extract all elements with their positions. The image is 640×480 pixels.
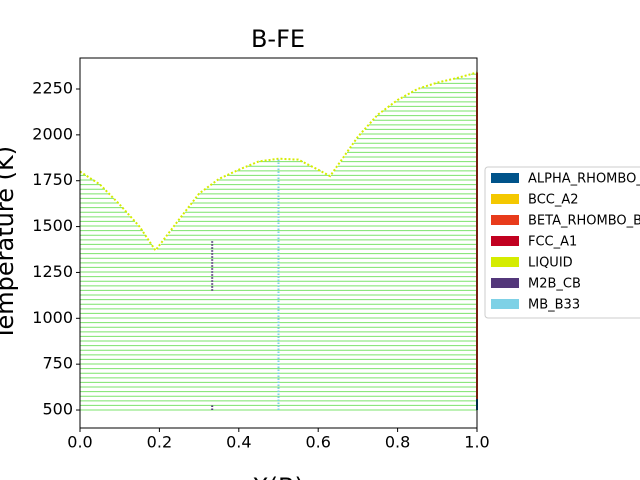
legend-swatch [491,278,519,288]
legend-label: FCC_A1 [528,235,577,250]
chart-title: B-FE [251,25,305,53]
x-axis-label: X(B) [252,473,304,480]
legend-label: LIQUID [528,256,573,271]
legend-swatch [491,194,519,204]
y-tick-label: 1500 [32,216,73,235]
y-tick-label: 1000 [32,308,73,327]
y-tick-label: 2250 [32,79,73,98]
legend-swatch [491,257,519,267]
y-tick-label: 750 [42,354,73,373]
legend-box [484,166,640,319]
legend-swatch [491,299,519,309]
y-tick-label: 500 [42,400,73,419]
y-tick-label: 1750 [32,170,73,189]
y-tick-label: 1250 [32,262,73,281]
x-tick-label: 0.2 [147,433,172,452]
legend-label: M2B_CB [528,277,581,292]
y-tick-label: 2000 [32,124,73,143]
legend-label: MB_B33 [528,298,580,313]
y-axis-label: Temperature (K) [0,146,19,341]
x-tick-label: 1.0 [464,433,489,452]
tie-lines [80,73,477,411]
x-tick-label: 0.0 [67,433,92,452]
legend-swatch [491,236,519,246]
x-tick-label: 0.4 [226,433,251,452]
legend-swatch [491,215,519,225]
legend-swatch [491,173,519,183]
x-tick-label: 0.6 [305,433,330,452]
legend-label: ALPHA_RHOMBO_B [528,172,640,187]
plot-frame [79,57,478,429]
legend-label: BCC_A2 [528,193,579,208]
x-tick-label: 0.8 [385,433,410,452]
legend-label: BETA_RHOMBO_B [528,214,640,229]
